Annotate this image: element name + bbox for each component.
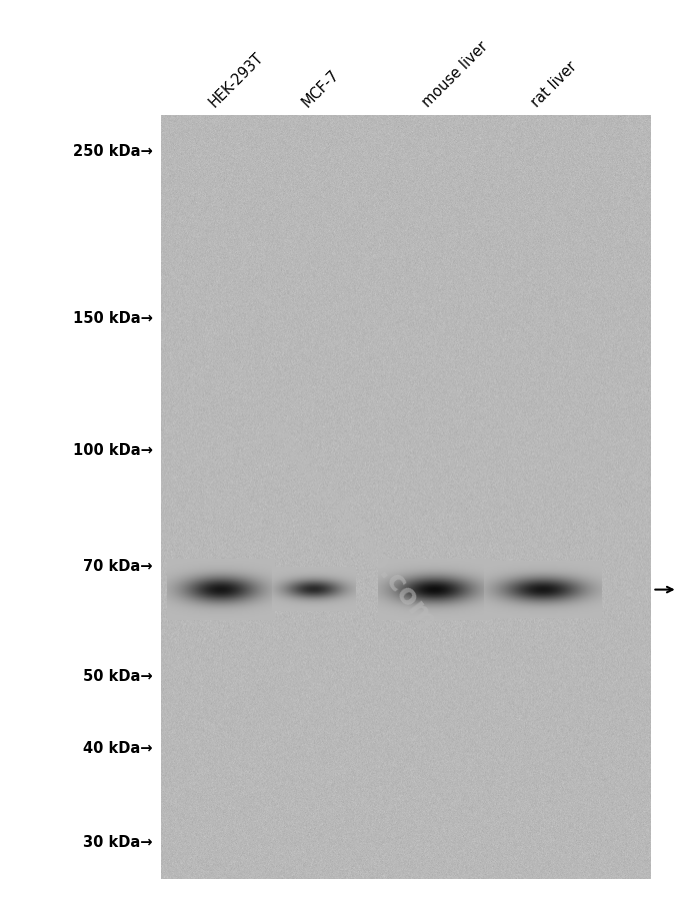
Text: 150 kDa→: 150 kDa→ — [73, 310, 153, 326]
Text: HEK-293T: HEK-293T — [206, 50, 267, 110]
Text: www.ptglab.com: www.ptglab.com — [258, 411, 442, 635]
Text: 250 kDa→: 250 kDa→ — [73, 144, 153, 159]
Text: 30 kDa→: 30 kDa→ — [83, 834, 153, 849]
Text: MCF-7: MCF-7 — [300, 67, 342, 110]
Text: rat liver: rat liver — [528, 59, 580, 110]
Text: 50 kDa→: 50 kDa→ — [83, 667, 153, 683]
Text: 70 kDa→: 70 kDa→ — [83, 558, 153, 574]
Text: 100 kDa→: 100 kDa→ — [73, 442, 153, 457]
Bar — [161, 117, 651, 879]
Text: mouse liver: mouse liver — [420, 39, 491, 110]
Text: 40 kDa→: 40 kDa→ — [83, 741, 153, 756]
